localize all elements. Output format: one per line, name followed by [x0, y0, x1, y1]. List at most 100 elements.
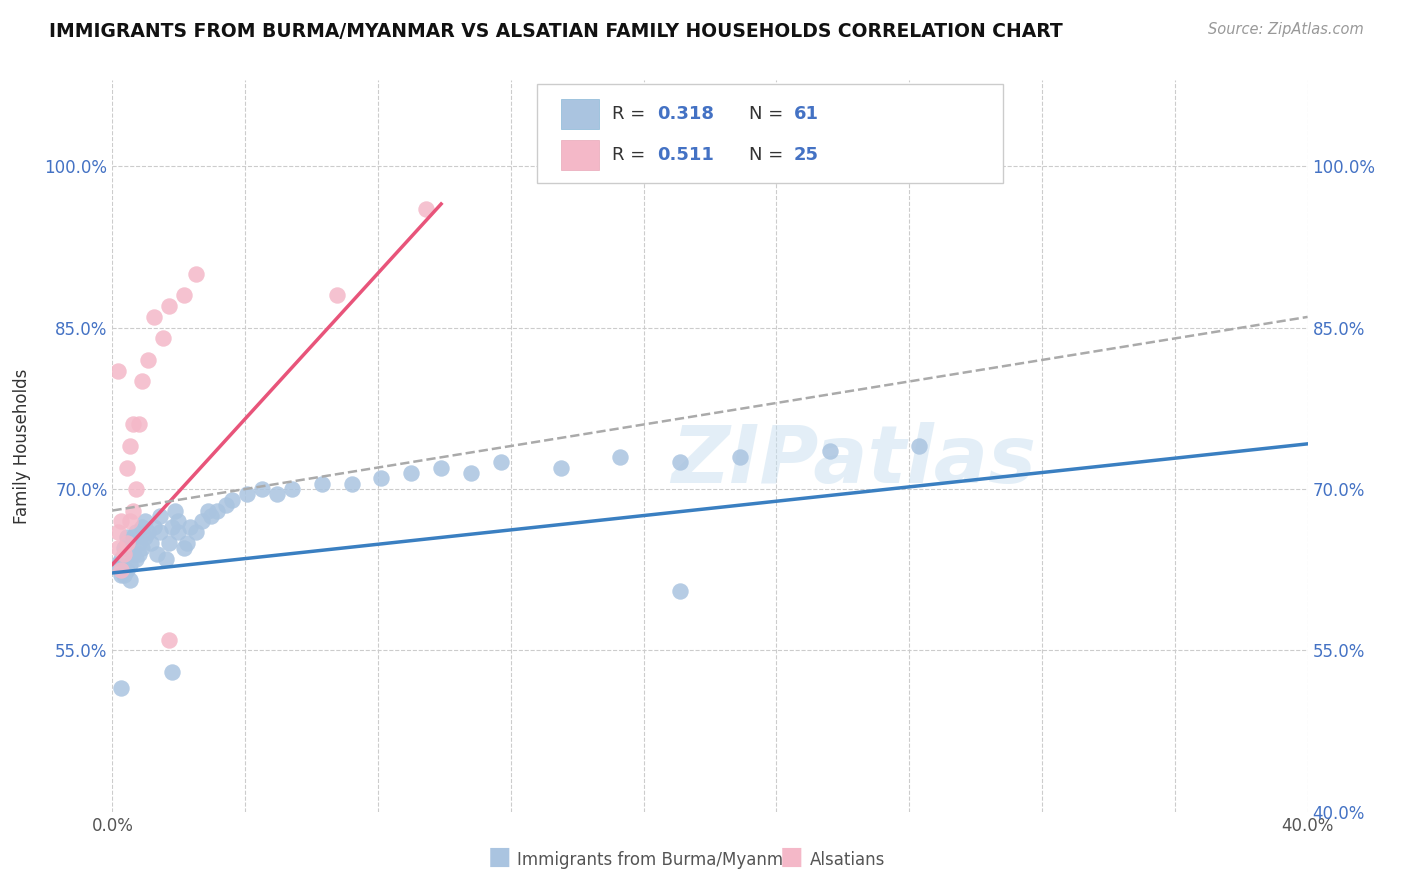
Point	[215, 498, 238, 512]
Text: ■: ■	[780, 845, 803, 869]
Point	[107, 541, 129, 556]
Point	[117, 536, 139, 550]
Point	[110, 552, 132, 566]
Point	[143, 519, 166, 533]
Point	[186, 524, 208, 539]
Point	[131, 375, 153, 389]
Point	[117, 530, 139, 544]
Point	[138, 524, 160, 539]
Point	[110, 681, 132, 695]
Point	[110, 514, 132, 528]
Point	[143, 310, 166, 324]
Point	[415, 202, 437, 217]
Point	[162, 519, 183, 533]
Point	[122, 547, 145, 561]
Text: ZIPatlas: ZIPatlas	[671, 422, 1036, 500]
Text: N =: N =	[749, 105, 789, 123]
Point	[460, 466, 482, 480]
Point	[311, 476, 333, 491]
Point	[107, 524, 129, 539]
Point	[122, 417, 145, 432]
Point	[110, 568, 132, 582]
Point	[221, 492, 243, 507]
Point	[609, 450, 631, 464]
Point	[141, 536, 163, 550]
Text: 25: 25	[793, 146, 818, 164]
Point	[149, 524, 172, 539]
Point	[205, 503, 228, 517]
Point	[114, 547, 135, 561]
Point	[131, 541, 153, 556]
Point	[669, 455, 692, 469]
Point	[134, 530, 156, 544]
Point	[114, 568, 135, 582]
Point	[120, 574, 142, 588]
Point	[173, 288, 195, 302]
Point	[197, 503, 219, 517]
Point	[125, 524, 148, 539]
Point	[128, 536, 150, 550]
Text: R =: R =	[612, 146, 651, 164]
Point	[250, 482, 273, 496]
Point	[125, 552, 148, 566]
Bar	[561, 98, 599, 129]
Point	[325, 288, 347, 302]
Point	[125, 482, 148, 496]
Point	[550, 460, 572, 475]
Text: 0.318: 0.318	[658, 105, 714, 123]
Bar	[561, 139, 599, 170]
Point	[146, 547, 169, 561]
Point	[120, 514, 142, 528]
Point	[669, 584, 692, 599]
Point	[128, 547, 150, 561]
Point	[131, 519, 153, 533]
Point	[173, 541, 195, 556]
Text: N =: N =	[749, 146, 789, 164]
Point	[430, 460, 453, 475]
Point	[281, 482, 304, 496]
Text: 61: 61	[793, 105, 818, 123]
Point	[167, 514, 190, 528]
Point	[157, 632, 180, 647]
Point	[176, 536, 198, 550]
Point	[236, 487, 259, 501]
Y-axis label: Family Households: Family Households	[13, 368, 31, 524]
Text: R =: R =	[612, 105, 651, 123]
Text: Alsatians: Alsatians	[810, 851, 886, 869]
Text: ■: ■	[488, 845, 510, 869]
Point	[122, 530, 145, 544]
Point	[191, 514, 214, 528]
Point	[120, 558, 142, 572]
Point	[152, 331, 174, 345]
Point	[149, 508, 172, 523]
Point	[157, 299, 180, 313]
Point	[370, 471, 392, 485]
Point	[114, 541, 135, 556]
Point	[266, 487, 288, 501]
Point	[728, 450, 751, 464]
Point	[138, 353, 160, 368]
Point	[186, 267, 208, 281]
Point	[162, 665, 183, 679]
Point	[340, 476, 363, 491]
Point	[122, 503, 145, 517]
Point	[489, 455, 512, 469]
Text: 0.511: 0.511	[658, 146, 714, 164]
Point	[117, 460, 139, 475]
Point	[165, 503, 187, 517]
Point	[908, 439, 931, 453]
Text: Immigrants from Burma/Myanmar: Immigrants from Burma/Myanmar	[517, 851, 800, 869]
Text: Source: ZipAtlas.com: Source: ZipAtlas.com	[1208, 22, 1364, 37]
Point	[110, 563, 132, 577]
Point	[107, 364, 129, 378]
Point	[134, 514, 156, 528]
Point	[401, 466, 423, 480]
Point	[120, 439, 142, 453]
Point	[167, 524, 190, 539]
Point	[157, 536, 180, 550]
Point	[128, 417, 150, 432]
FancyBboxPatch shape	[537, 84, 1002, 183]
Point	[818, 444, 841, 458]
Text: IMMIGRANTS FROM BURMA/MYANMAR VS ALSATIAN FAMILY HOUSEHOLDS CORRELATION CHART: IMMIGRANTS FROM BURMA/MYANMAR VS ALSATIA…	[49, 22, 1063, 41]
Point	[179, 519, 201, 533]
